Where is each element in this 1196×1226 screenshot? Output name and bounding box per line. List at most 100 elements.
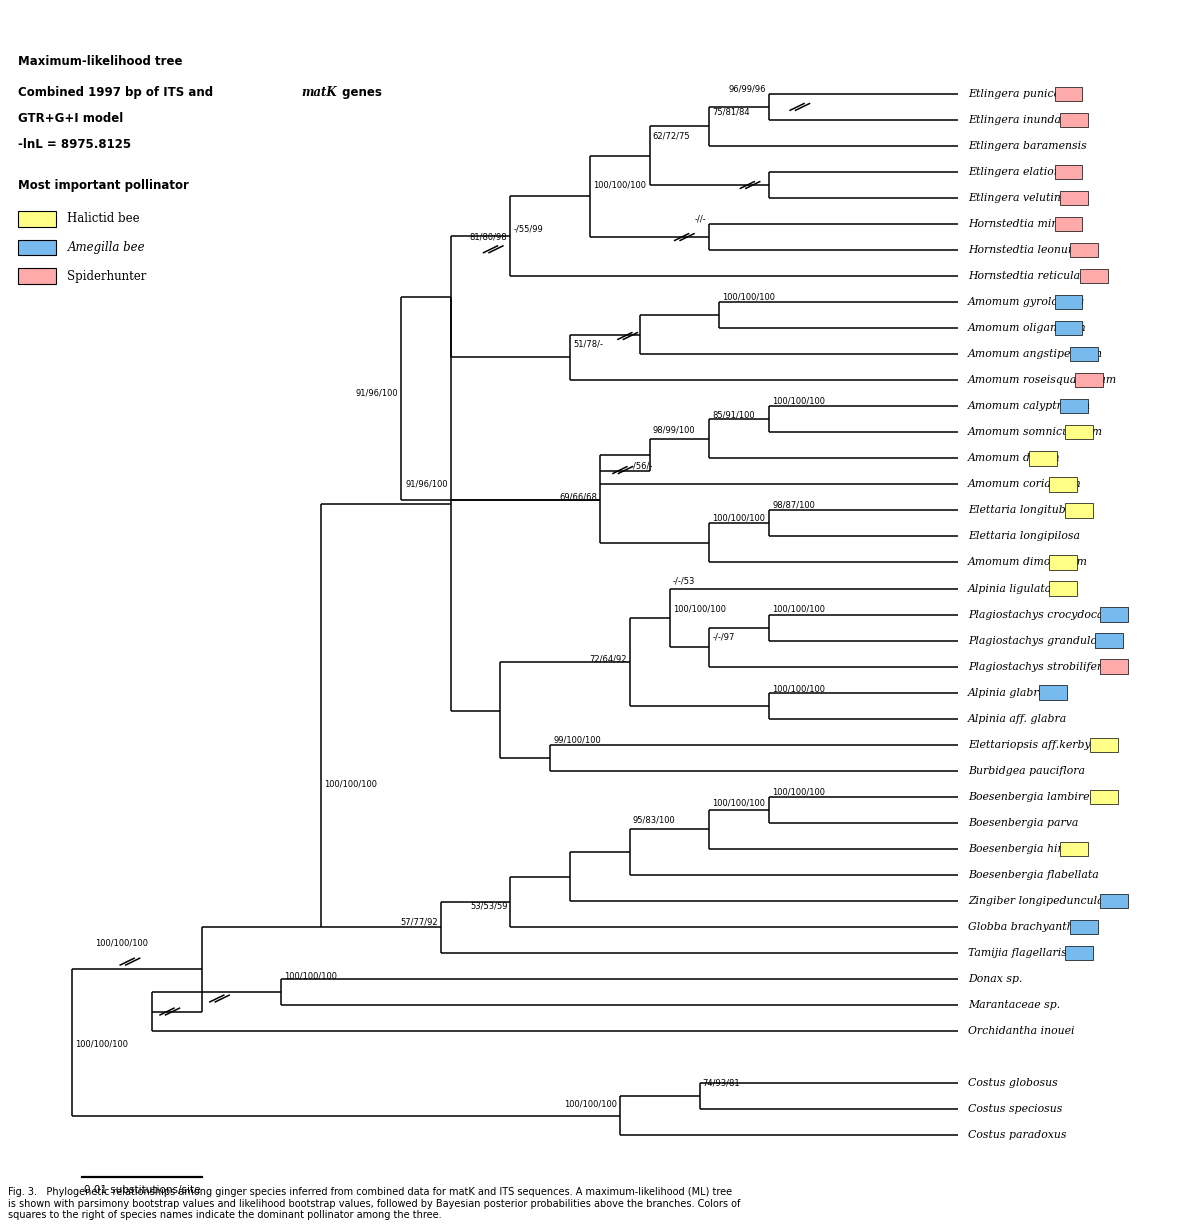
- Text: 100/100/100: 100/100/100: [773, 787, 825, 796]
- Text: Amomum oliganthum: Amomum oliganthum: [969, 324, 1087, 333]
- Text: 100/100/100: 100/100/100: [563, 1100, 617, 1108]
- Text: 74/93/81: 74/93/81: [702, 1079, 740, 1087]
- Bar: [1090, 738, 1118, 752]
- Text: Most important pollinator: Most important pollinator: [18, 179, 189, 191]
- Bar: [1050, 581, 1078, 596]
- Text: -//-: -//-: [695, 215, 707, 224]
- Text: 100/100/100: 100/100/100: [713, 799, 765, 808]
- Text: 62/72/75: 62/72/75: [653, 131, 690, 140]
- Bar: [1064, 425, 1093, 439]
- Bar: [18, 211, 55, 227]
- Text: Etlingera velutina: Etlingera velutina: [969, 192, 1068, 204]
- Text: Burbidgea pauciflora: Burbidgea pauciflora: [969, 766, 1085, 776]
- Text: Globba brachyanthera: Globba brachyanthera: [969, 922, 1092, 932]
- Bar: [1030, 451, 1057, 466]
- Bar: [1069, 347, 1098, 362]
- Text: Marantaceae sp.: Marantaceae sp.: [969, 1000, 1061, 1010]
- Bar: [1060, 400, 1087, 413]
- Text: 96/99/96: 96/99/96: [728, 85, 767, 93]
- Bar: [18, 239, 55, 255]
- Bar: [1055, 87, 1082, 101]
- Text: Boesenbergia lambirensis: Boesenbergia lambirensis: [969, 792, 1111, 802]
- Text: -/-/53: -/-/53: [672, 576, 695, 585]
- Text: Costus paradoxus: Costus paradoxus: [969, 1130, 1067, 1140]
- Text: -lnL = 8975.8125: -lnL = 8975.8125: [18, 139, 130, 151]
- Bar: [1060, 842, 1087, 856]
- Bar: [1069, 243, 1098, 257]
- Bar: [1090, 790, 1118, 804]
- Text: 57/77/92: 57/77/92: [401, 917, 438, 926]
- Text: Spiderhunter: Spiderhunter: [67, 270, 147, 283]
- Bar: [1080, 268, 1107, 283]
- Text: Amomum somniculasum: Amomum somniculasum: [969, 428, 1104, 438]
- Text: Alpinia aff. glabra: Alpinia aff. glabra: [969, 714, 1068, 723]
- Text: Tamijia flagellaris: Tamijia flagellaris: [969, 948, 1067, 958]
- Text: Amomum calyptratum: Amomum calyptratum: [969, 401, 1092, 411]
- Text: Amomum gyrolophos: Amomum gyrolophos: [969, 297, 1085, 308]
- Text: 100/100/100: 100/100/100: [773, 604, 825, 614]
- Text: Donax sp.: Donax sp.: [969, 973, 1023, 984]
- Text: Plagiostachys crocydocalyx: Plagiostachys crocydocalyx: [969, 609, 1119, 619]
- Text: Etlingera elatior: Etlingera elatior: [969, 167, 1060, 177]
- Text: Boesenbergia parva: Boesenbergia parva: [969, 818, 1079, 828]
- Bar: [1039, 685, 1067, 700]
- Text: 98/87/100: 98/87/100: [773, 500, 814, 510]
- Text: Alpinia ligulata: Alpinia ligulata: [969, 584, 1052, 593]
- Text: Amomum dimorphum: Amomum dimorphum: [969, 558, 1088, 568]
- Text: 91/96/100: 91/96/100: [405, 479, 447, 489]
- Bar: [1055, 295, 1082, 309]
- Text: 100/100/100: 100/100/100: [593, 180, 646, 190]
- Bar: [1100, 894, 1128, 908]
- Text: 51/78/-: 51/78/-: [573, 340, 603, 348]
- Text: 72/64/92: 72/64/92: [590, 655, 627, 663]
- Text: 98/99/100: 98/99/100: [653, 425, 695, 434]
- Text: 53/53/59: 53/53/59: [470, 901, 507, 911]
- Text: 85/91/100: 85/91/100: [713, 411, 755, 419]
- Text: Costus speciosus: Costus speciosus: [969, 1105, 1063, 1114]
- Text: 100/100/100: 100/100/100: [722, 293, 775, 302]
- Text: 100/100/100: 100/100/100: [773, 684, 825, 693]
- Text: Combined 1997 bp of ITS and: Combined 1997 bp of ITS and: [18, 86, 216, 99]
- Bar: [1050, 555, 1078, 570]
- Text: Etlingera baramensis: Etlingera baramensis: [969, 141, 1087, 151]
- Text: 95/83/100: 95/83/100: [633, 815, 676, 825]
- Text: -/56/-: -/56/-: [630, 462, 653, 471]
- Text: -/55/99: -/55/99: [513, 224, 543, 234]
- Bar: [1075, 373, 1103, 387]
- Text: 69/66/68: 69/66/68: [559, 493, 597, 501]
- Text: Elettaria longipilosa: Elettaria longipilosa: [969, 531, 1080, 542]
- Bar: [1069, 920, 1098, 934]
- Text: Etlingera punicea: Etlingera punicea: [969, 89, 1067, 99]
- Text: Etlingera inundata: Etlingera inundata: [969, 115, 1072, 125]
- Bar: [1064, 503, 1093, 517]
- Text: Hornstedtia leonurus: Hornstedtia leonurus: [969, 245, 1086, 255]
- Text: Hornstedtia minor: Hornstedtia minor: [969, 219, 1070, 229]
- Text: 100/100/100: 100/100/100: [324, 780, 377, 788]
- Text: -/-/97: -/-/97: [713, 633, 734, 641]
- Bar: [1100, 660, 1128, 674]
- Text: Amomum coriaceum: Amomum coriaceum: [969, 479, 1082, 489]
- Text: Zingiber longipedunculatum: Zingiber longipedunculatum: [969, 896, 1125, 906]
- Text: Costus globosus: Costus globosus: [969, 1078, 1058, 1089]
- Text: 75/81/84: 75/81/84: [713, 108, 750, 116]
- Bar: [1096, 634, 1123, 647]
- Text: Halictid bee: Halictid bee: [67, 212, 140, 226]
- Text: Alpinia glabra: Alpinia glabra: [969, 688, 1046, 698]
- Text: GTR+G+I model: GTR+G+I model: [18, 112, 123, 125]
- Text: Plagiostachys strobilifera: Plagiostachys strobilifera: [969, 662, 1109, 672]
- Text: 100/100/100: 100/100/100: [672, 604, 726, 614]
- Text: 100/100/100: 100/100/100: [773, 396, 825, 406]
- Text: 99/100/100: 99/100/100: [554, 736, 600, 744]
- Bar: [1055, 321, 1082, 336]
- Bar: [1064, 945, 1093, 960]
- Text: 100/100/100: 100/100/100: [75, 1040, 128, 1048]
- Text: Amegilla bee: Amegilla bee: [67, 242, 145, 254]
- Text: 100/100/100: 100/100/100: [96, 939, 148, 948]
- Text: 81/80/98: 81/80/98: [470, 233, 507, 242]
- Text: Plagiostachys grandulosum: Plagiostachys grandulosum: [969, 635, 1121, 646]
- Text: matK: matK: [301, 86, 337, 99]
- Text: Fig. 3.   Phylogenetic relationships among ginger species inferred from combined: Fig. 3. Phylogenetic relationships among…: [7, 1187, 740, 1220]
- Text: genes: genes: [338, 86, 382, 99]
- Text: Boesenbergia hirta: Boesenbergia hirta: [969, 843, 1074, 853]
- Text: Elettariopsis aff.kerbyi: Elettariopsis aff.kerbyi: [969, 739, 1094, 750]
